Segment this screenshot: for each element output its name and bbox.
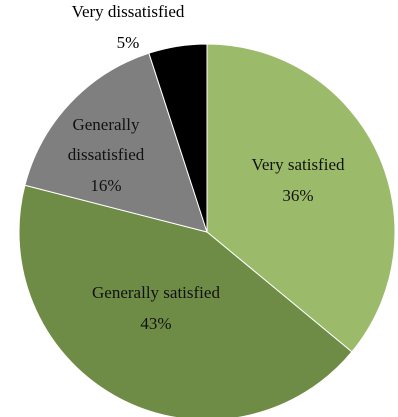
pie-slice-very-dissatisfied (148, 43, 208, 233)
pie-slice-generally-satisfied (18, 184, 353, 417)
slice-value-label: 43% (140, 314, 171, 333)
slice-name-label: Very satisfied (251, 155, 345, 174)
slice-label-very-satisfied: Very satisfied 36% (251, 155, 345, 205)
slice-name-label: Generally (72, 115, 140, 134)
slice-name-label: dissatisfied (68, 145, 145, 164)
slice-value-label: 16% (90, 176, 121, 195)
slice-value-label: 36% (282, 186, 313, 205)
slice-value-label: 5% (117, 33, 140, 52)
slice-label-generally-dissatisfied: Generally dissatisfied 16% (68, 115, 145, 195)
pie-labels: Very satisfied 36%Generally satisfied 43%G… (68, 2, 345, 333)
pie-slice-generally-dissatisfied (24, 52, 208, 233)
slice-label-very-dissatisfied: Very dissatisfied 5% (72, 2, 185, 52)
slice-name-label: Very dissatisfied (72, 2, 185, 21)
slice-label-generally-satisfied: Generally satisfied 43% (92, 283, 220, 333)
pie-slices (18, 43, 396, 417)
pie-slice-very-satisfied (206, 43, 396, 353)
slice-name-label: Generally satisfied (92, 283, 220, 302)
